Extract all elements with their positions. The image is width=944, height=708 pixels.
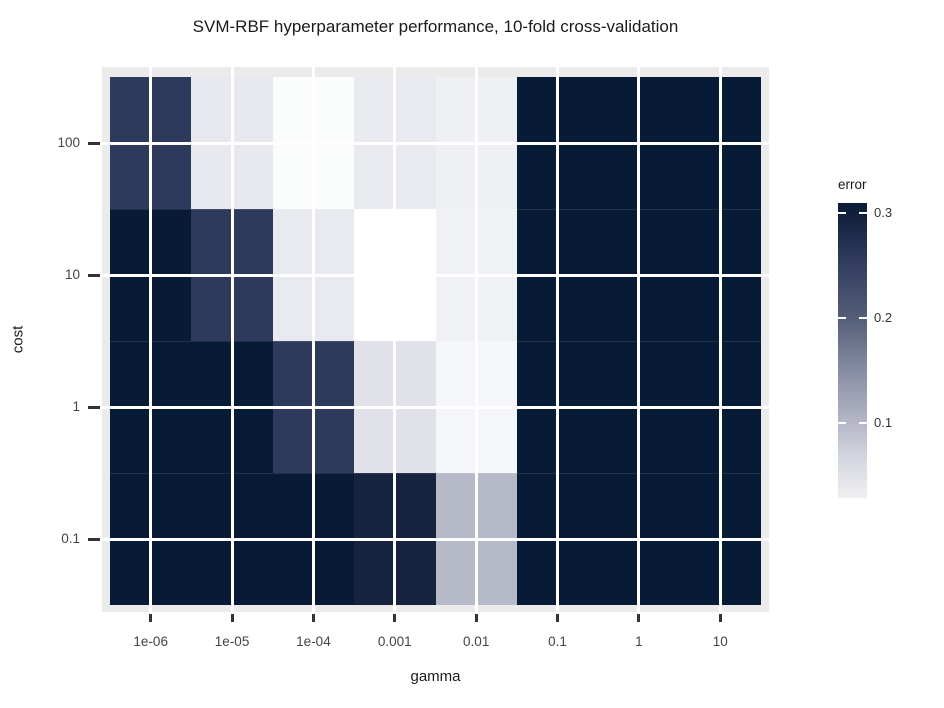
x-tick-label-1e-06: 1e-06 xyxy=(133,634,168,649)
legend-tick-right-0.2 xyxy=(859,317,867,320)
y-tick-label-0.1: 0.1 xyxy=(61,531,80,546)
x-axis-tick-1 xyxy=(637,614,641,622)
gridline-y-0.1 xyxy=(102,537,769,541)
legend-tick-left-0.3 xyxy=(838,212,846,215)
x-tick-label-0.1: 0.1 xyxy=(548,634,567,649)
x-tick-label-0.001: 0.001 xyxy=(377,634,412,649)
gridline-x-0.1 xyxy=(556,67,560,612)
y-axis-tick-0.1 xyxy=(88,537,100,541)
y-axis-tick-10 xyxy=(88,273,100,277)
y-axis-tick-1 xyxy=(88,405,100,409)
y-axis-tick-100 xyxy=(88,141,100,145)
gridline-y-1 xyxy=(102,405,769,409)
y-tick-label-10: 10 xyxy=(64,267,80,282)
legend-tick-left-0.1 xyxy=(838,421,846,424)
y-axis-title: cost xyxy=(9,325,27,354)
legend-tick-right-0.1 xyxy=(859,421,867,424)
x-tick-label-0.01: 0.01 xyxy=(463,634,490,649)
x-axis-tick-1e-04 xyxy=(311,614,315,622)
legend-tick-left-0.2 xyxy=(838,317,846,320)
gridline-x-0.001 xyxy=(393,67,397,612)
legend-tick-label-0.3: 0.3 xyxy=(874,205,893,221)
y-tick-label-1: 1 xyxy=(72,399,80,414)
x-axis-tick-1e-05 xyxy=(230,614,234,622)
y-tick-label-100: 100 xyxy=(57,135,80,150)
legend-tick-right-0.3 xyxy=(859,212,867,215)
gridline-x-10 xyxy=(718,67,722,612)
heatmap-tile-grid xyxy=(110,77,761,605)
x-tick-label-1: 1 xyxy=(635,634,643,649)
plot-panel xyxy=(102,67,769,612)
x-axis-tick-0.1 xyxy=(556,614,560,622)
x-tick-label-1e-04: 1e-04 xyxy=(296,634,331,649)
legend-tick-label-0.2: 0.2 xyxy=(874,310,893,326)
legend-title: error xyxy=(838,177,867,192)
x-axis-tick-10 xyxy=(718,614,722,622)
gridline-x-1e-06 xyxy=(149,67,153,612)
plot-title: SVM-RBF hyperparameter performance, 10-f… xyxy=(192,17,679,36)
x-axis-tick-0.001 xyxy=(393,614,397,622)
x-axis-tick-1e-06 xyxy=(149,614,153,622)
gridline-x-1 xyxy=(637,67,641,612)
legend-tick-label-0.1: 0.1 xyxy=(874,414,893,430)
gridline-y-100 xyxy=(102,141,769,145)
x-axis-tick-0.01 xyxy=(474,614,478,622)
gridline-x-1e-05 xyxy=(230,67,234,612)
gridline-x-0.01 xyxy=(474,67,478,612)
x-tick-label-10: 10 xyxy=(712,634,728,649)
gridline-x-1e-04 xyxy=(311,67,315,612)
x-axis-title: gamma xyxy=(410,668,461,685)
gridline-y-10 xyxy=(102,273,769,277)
x-tick-label-1e-05: 1e-05 xyxy=(214,634,250,649)
legend-colorbar xyxy=(838,203,867,498)
